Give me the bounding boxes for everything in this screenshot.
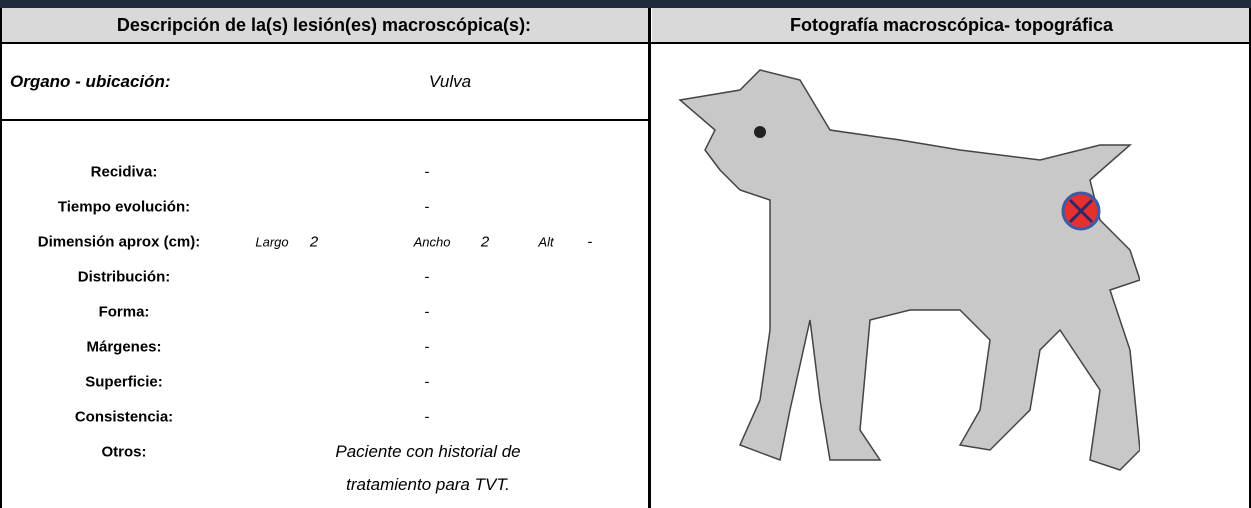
field-label: Superficie: bbox=[85, 373, 163, 391]
ancho-label: Ancho bbox=[413, 234, 451, 250]
organ-label: Organo - ubicación: bbox=[10, 72, 171, 91]
field-label: Consistencia: bbox=[74, 408, 174, 426]
ancho-value: 2 bbox=[480, 233, 490, 251]
field-value: - bbox=[424, 268, 430, 286]
rule bbox=[0, 42, 1251, 44]
field-value: - bbox=[424, 408, 430, 426]
otros-value: Paciente con historial de bbox=[335, 442, 521, 461]
right-header: Fotografía macroscópica- topográfica bbox=[652, 8, 1251, 42]
field-value: - bbox=[424, 198, 430, 216]
otros-value: tratamiento para TVT. bbox=[346, 475, 510, 494]
dog-illustration bbox=[678, 69, 1140, 471]
alt-label: Alt bbox=[538, 234, 554, 250]
rule bbox=[0, 119, 648, 121]
dimension-label: Dimensión aprox (cm): bbox=[37, 233, 201, 251]
field-value: - bbox=[424, 163, 430, 181]
divider bbox=[648, 8, 651, 508]
organ-value: Vulva bbox=[428, 72, 472, 91]
border bbox=[0, 8, 2, 508]
field-value: - bbox=[424, 303, 430, 321]
field-value: - bbox=[424, 338, 430, 356]
field-label: Recidiva: bbox=[90, 163, 158, 181]
field-label: Tiempo evolución: bbox=[57, 198, 191, 216]
largo-label: Largo bbox=[255, 234, 289, 250]
top-band bbox=[0, 0, 1251, 8]
border bbox=[1249, 8, 1251, 508]
field-label: Forma: bbox=[98, 303, 150, 321]
left-header: Descripción de la(s) lesión(es) macroscó… bbox=[0, 8, 648, 42]
field-label: Distribución: bbox=[77, 268, 171, 286]
alt-value: - bbox=[587, 233, 593, 251]
otros-label: Otros: bbox=[101, 443, 147, 461]
field-value: - bbox=[424, 373, 430, 391]
largo-value: 2 bbox=[309, 233, 319, 251]
field-label: Márgenes: bbox=[86, 338, 162, 356]
